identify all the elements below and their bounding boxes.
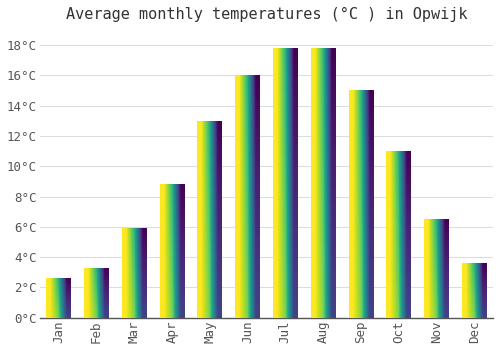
Title: Average monthly temperatures (°C ) in Opwijk: Average monthly temperatures (°C ) in Op… <box>66 7 467 22</box>
